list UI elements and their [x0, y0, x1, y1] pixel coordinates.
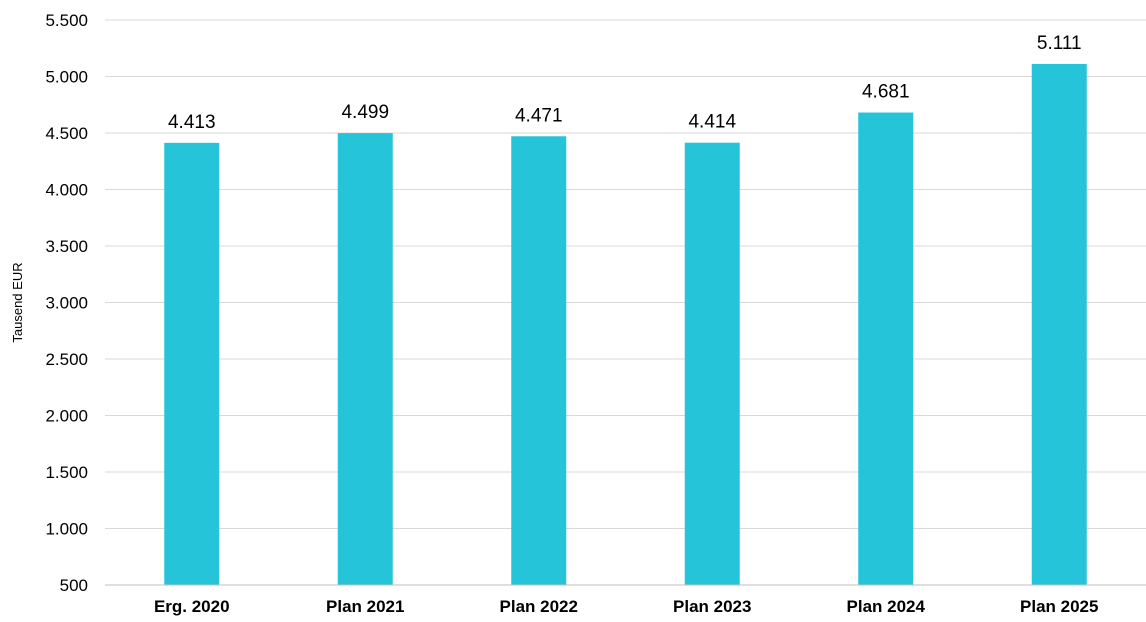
data-labels: 4.413 4.499 4.471 4.414 4.681 5.111	[168, 33, 1082, 133]
x-category-label: Erg. 2020	[154, 597, 230, 616]
bar	[1031, 63, 1087, 585]
y-tick-label: 1.000	[45, 520, 88, 539]
bar	[684, 142, 740, 585]
bar	[164, 142, 220, 585]
y-tick-label: 5.000	[45, 68, 88, 87]
x-axis-categories: Erg. 2020 Plan 2021 Plan 2022 Plan 2023 Plan…	[154, 597, 1099, 616]
bar	[511, 136, 567, 586]
x-category-label: Plan 2025	[1020, 597, 1098, 616]
y-axis-ticks: 500 1.000 1.500 2.000 2.500 3.000 3.500 4.000 4.…	[45, 11, 88, 595]
bar-value-label: 4.681	[862, 82, 910, 103]
x-category-label: Plan 2023	[673, 597, 751, 616]
y-tick-label: 2.500	[45, 350, 88, 369]
x-category-label: Plan 2022	[500, 597, 578, 616]
bars	[164, 63, 1087, 586]
bar	[337, 133, 393, 585]
y-axis-title: Tausend EUR	[10, 262, 25, 342]
y-tick-label: 5.500	[45, 11, 88, 30]
bar	[858, 112, 914, 585]
y-tick-label: 3.000	[45, 294, 88, 313]
y-tick-label: 4.000	[45, 181, 88, 200]
x-category-label: Plan 2024	[847, 597, 926, 616]
bar-value-label: 5.111	[1037, 33, 1082, 54]
y-tick-label: 2.000	[45, 407, 88, 426]
bar-value-label: 4.499	[341, 102, 389, 123]
y-tick-label: 4.500	[45, 124, 88, 143]
x-category-label: Plan 2021	[326, 597, 404, 616]
gridlines	[105, 19, 1146, 529]
y-tick-label: 1.500	[45, 463, 88, 482]
bar-value-label: 4.414	[688, 112, 736, 133]
y-tick-label: 3.500	[45, 237, 88, 256]
bar-value-label: 4.471	[515, 105, 563, 126]
y-tick-label: 500	[60, 576, 88, 595]
bar-value-label: 4.413	[168, 112, 216, 133]
